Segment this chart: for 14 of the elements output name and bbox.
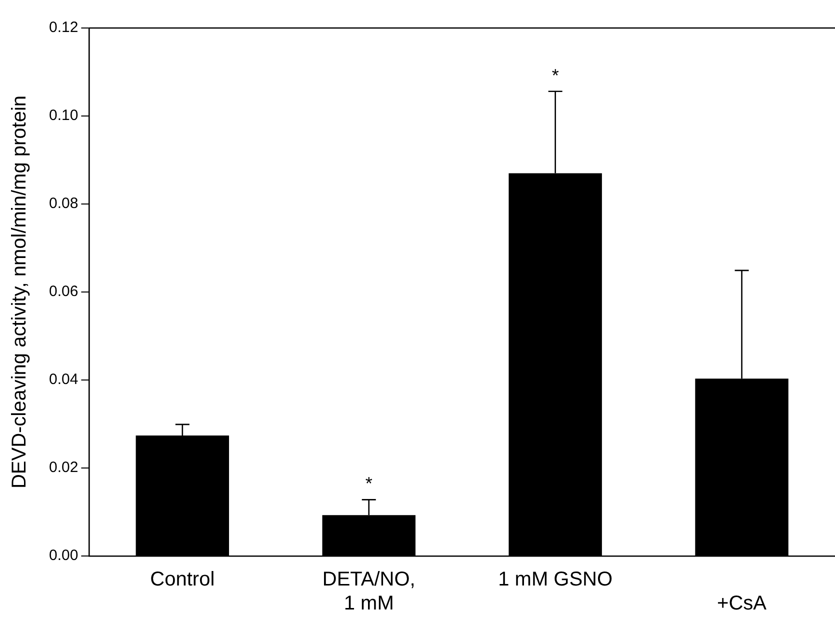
x-tick-label: DETA/NO, 1 mM bbox=[322, 568, 416, 615]
y-tick-label: 0.08 bbox=[48, 195, 78, 212]
y-tick-label: 0.06 bbox=[48, 283, 78, 300]
annotation: * bbox=[552, 65, 559, 86]
y-tick-label: 0.12 bbox=[48, 19, 78, 36]
x-tick-label: Control bbox=[150, 568, 215, 591]
x-tick-label: 1 mM GSNO bbox=[498, 568, 613, 591]
y-tick-label: 0.10 bbox=[48, 107, 78, 124]
x-tick-label: +CsA bbox=[717, 592, 768, 615]
y-tick-label: 0.02 bbox=[48, 459, 78, 476]
y-axis-title: DEVD-cleaving activity, nmol/min/mg protein bbox=[8, 95, 31, 489]
annotation: * bbox=[365, 474, 372, 494]
y-tick-label: 0.00 bbox=[48, 547, 78, 564]
y-tick-label: 0.04 bbox=[48, 371, 78, 388]
